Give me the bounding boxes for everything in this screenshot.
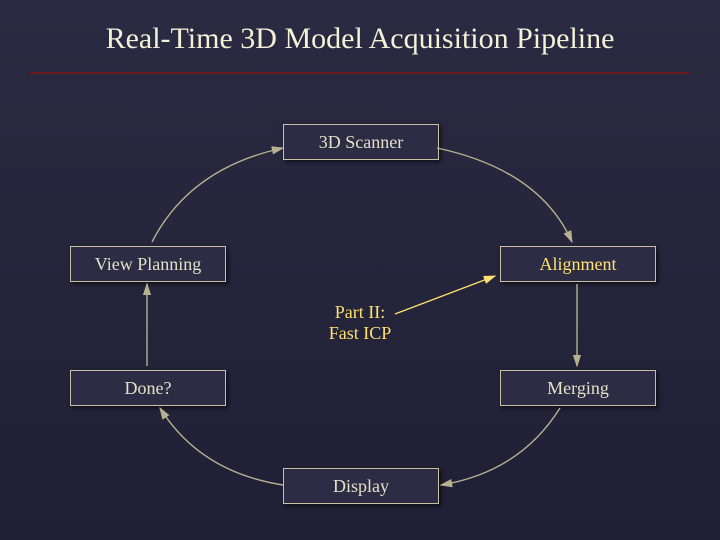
page-title: Real-Time 3D Model Acquisition Pipeline [50, 22, 670, 56]
node-display: Display [283, 468, 439, 504]
node-label: Alignment [540, 254, 617, 274]
node-label: Display [333, 476, 389, 496]
node-label: Done? [125, 378, 172, 398]
title-rule [30, 72, 690, 74]
node-label: Merging [547, 378, 609, 398]
node-label: 3D Scanner [319, 132, 403, 152]
annotation-line1: Part II: [335, 302, 385, 322]
node-merging: Merging [500, 370, 656, 406]
node-view-planning: View Planning [70, 246, 226, 282]
node-alignment: Alignment [500, 246, 656, 282]
node-done: Done? [70, 370, 226, 406]
node-label: View Planning [95, 254, 201, 274]
node-3d-scanner: 3D Scanner [283, 124, 439, 160]
annotation-part2: Part II: Fast ICP [300, 302, 420, 343]
annotation-line2: Fast ICP [329, 323, 392, 343]
